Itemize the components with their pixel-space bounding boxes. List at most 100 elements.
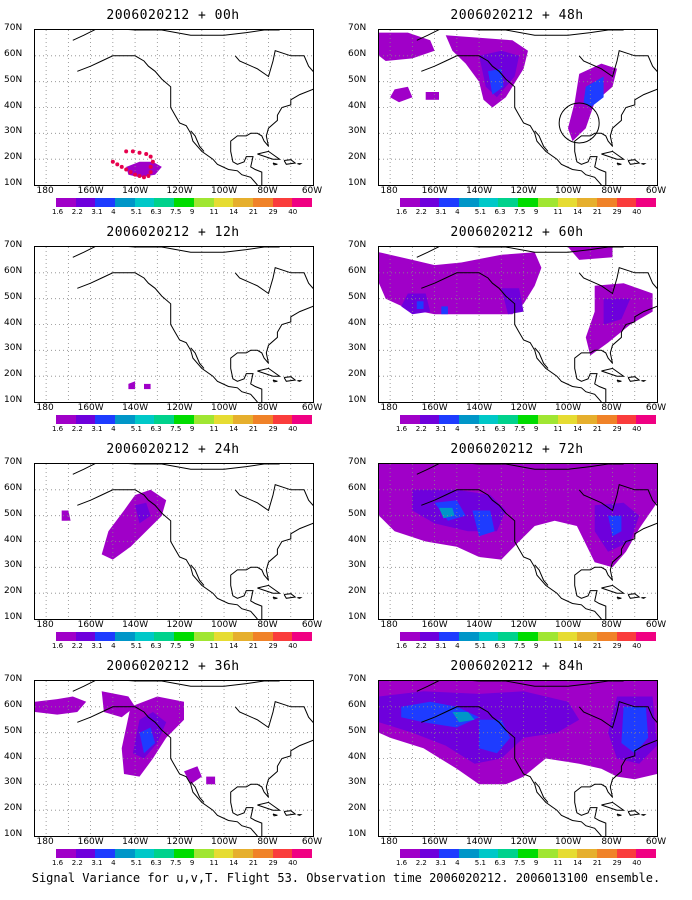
- colorbar-label: 2.2: [415, 425, 427, 433]
- colorbar: [400, 198, 656, 207]
- island-outline: [616, 379, 622, 383]
- colorbar-label: 40: [632, 208, 642, 216]
- lon-tick-label: 100W: [555, 620, 582, 630]
- colorbar-label: 6.3: [150, 425, 162, 433]
- lon-tick-label: 180: [36, 186, 54, 196]
- colorbar-swatch: [154, 632, 175, 641]
- colorbar-label: 9: [533, 425, 539, 433]
- lon-tick-label: 120W: [166, 620, 193, 630]
- variance-contour: [452, 712, 475, 723]
- lat-tick-label: 40N: [4, 317, 23, 328]
- colorbar-label: 7.5: [170, 208, 182, 216]
- colorbar-swatch: [174, 198, 194, 207]
- colorbar-label: 4: [455, 208, 460, 216]
- variance-contour: [621, 706, 649, 754]
- lat-tick-label: 30N: [348, 560, 367, 571]
- lat-tick-label: 60N: [348, 699, 367, 710]
- coastline: [77, 706, 258, 836]
- colorbar-swatch: [498, 415, 519, 424]
- flight-track-point: [119, 164, 124, 169]
- colorbar-label: 7.5: [170, 425, 182, 433]
- colorbar-label: 3.1: [435, 859, 447, 867]
- colorbar-swatch: [95, 415, 116, 424]
- lat-tick-label: 30N: [348, 126, 367, 137]
- colorbar-swatch: [596, 198, 617, 207]
- colorbar-swatch: [292, 849, 312, 858]
- lat-tick-label: 30N: [4, 126, 23, 137]
- coastline: [190, 564, 205, 586]
- variance-contour: [425, 92, 439, 100]
- coastline: [421, 489, 602, 619]
- island-outline: [257, 584, 282, 594]
- lon-tick-label: 100W: [211, 837, 238, 847]
- map-svg: [35, 681, 313, 836]
- variance-contour: [101, 489, 167, 560]
- flight-track-point: [137, 173, 142, 178]
- colorbar-label: 3.1: [91, 642, 103, 650]
- lon-tick-label: 60W: [301, 837, 323, 847]
- colorbar-swatch: [174, 632, 194, 641]
- variance-contour: [184, 766, 202, 785]
- lon-tick-label: 120W: [510, 837, 537, 847]
- colorbar-label: 5.1: [130, 425, 142, 433]
- colorbar-swatch: [400, 849, 420, 858]
- lon-tick-label: 180: [380, 620, 398, 630]
- colorbar-swatch: [233, 415, 253, 424]
- colorbar-label: 1.6: [396, 425, 408, 433]
- colorbar-swatch: [134, 632, 155, 641]
- colorbar-swatch: [616, 632, 637, 641]
- variance-contour: [441, 306, 448, 315]
- colorbar-swatch: [537, 632, 558, 641]
- island-outline: [601, 801, 626, 811]
- variance-contour: [439, 507, 455, 519]
- lon-tick-label: 80W: [257, 403, 278, 413]
- colorbar-label: 9: [533, 859, 539, 867]
- colorbar-label: 4: [455, 425, 460, 433]
- variance-contour: [35, 696, 87, 715]
- lon-tick-label: 180: [380, 837, 398, 847]
- colorbar-swatch: [636, 415, 656, 424]
- variance-contour: [135, 502, 151, 524]
- colorbar-label: 3.1: [91, 859, 103, 867]
- panel-title: 2006020212 + 00h: [106, 8, 240, 23]
- colorbar-label: 11: [209, 425, 219, 433]
- map-panel-12h: 2006020212 + 12h 70N 60N 50N 40N 30N 20N 10N 180…: [0, 225, 340, 435]
- lat-tick-label: 30N: [348, 343, 367, 354]
- island-outline: [601, 150, 626, 160]
- lat-tick-label: 10N: [4, 178, 23, 188]
- colorbar-label: 11: [553, 642, 563, 650]
- variance-contour: [472, 510, 495, 537]
- coastline: [190, 347, 205, 369]
- lat-tick-label: 10N: [4, 395, 23, 405]
- variance-contour: [126, 161, 162, 178]
- colorbar-swatch: [400, 198, 420, 207]
- colorbar-label: 9: [189, 642, 195, 650]
- map-panel-00h: 2006020212 + 00h 70N 60N 50N 40N 30N 20N 10N 180…: [0, 8, 340, 218]
- colorbar-label: 6.3: [494, 425, 506, 433]
- coastline: [77, 55, 258, 185]
- colorbar-swatch: [193, 198, 214, 207]
- colorbar-swatch: [518, 198, 538, 207]
- lon-tick-label: 140W: [122, 403, 149, 413]
- colorbar: [56, 198, 312, 207]
- lon-tick-label: 80W: [257, 186, 278, 196]
- map-plot: [34, 463, 314, 620]
- lon-tick-label: 180: [36, 403, 54, 413]
- lat-tick-label: 20N: [4, 586, 23, 597]
- colorbar-label: 5.1: [474, 859, 486, 867]
- island-outline: [297, 163, 303, 165]
- coastline: [190, 130, 205, 152]
- variance-contour: [608, 515, 622, 537]
- lat-tick-label: 40N: [4, 751, 23, 762]
- colorbar-swatch: [419, 415, 440, 424]
- map-svg: [379, 681, 657, 836]
- colorbar-label: 9: [189, 208, 195, 216]
- colorbar-label: 11: [209, 208, 219, 216]
- panel-title: 2006020212 + 84h: [450, 659, 584, 674]
- island-outline: [641, 597, 647, 599]
- lon-tick-label: 140W: [122, 186, 149, 196]
- colorbar-label: 4: [111, 642, 116, 650]
- colorbar-swatch: [233, 849, 253, 858]
- colorbar-label: 9: [533, 642, 539, 650]
- colorbar-swatch: [213, 415, 234, 424]
